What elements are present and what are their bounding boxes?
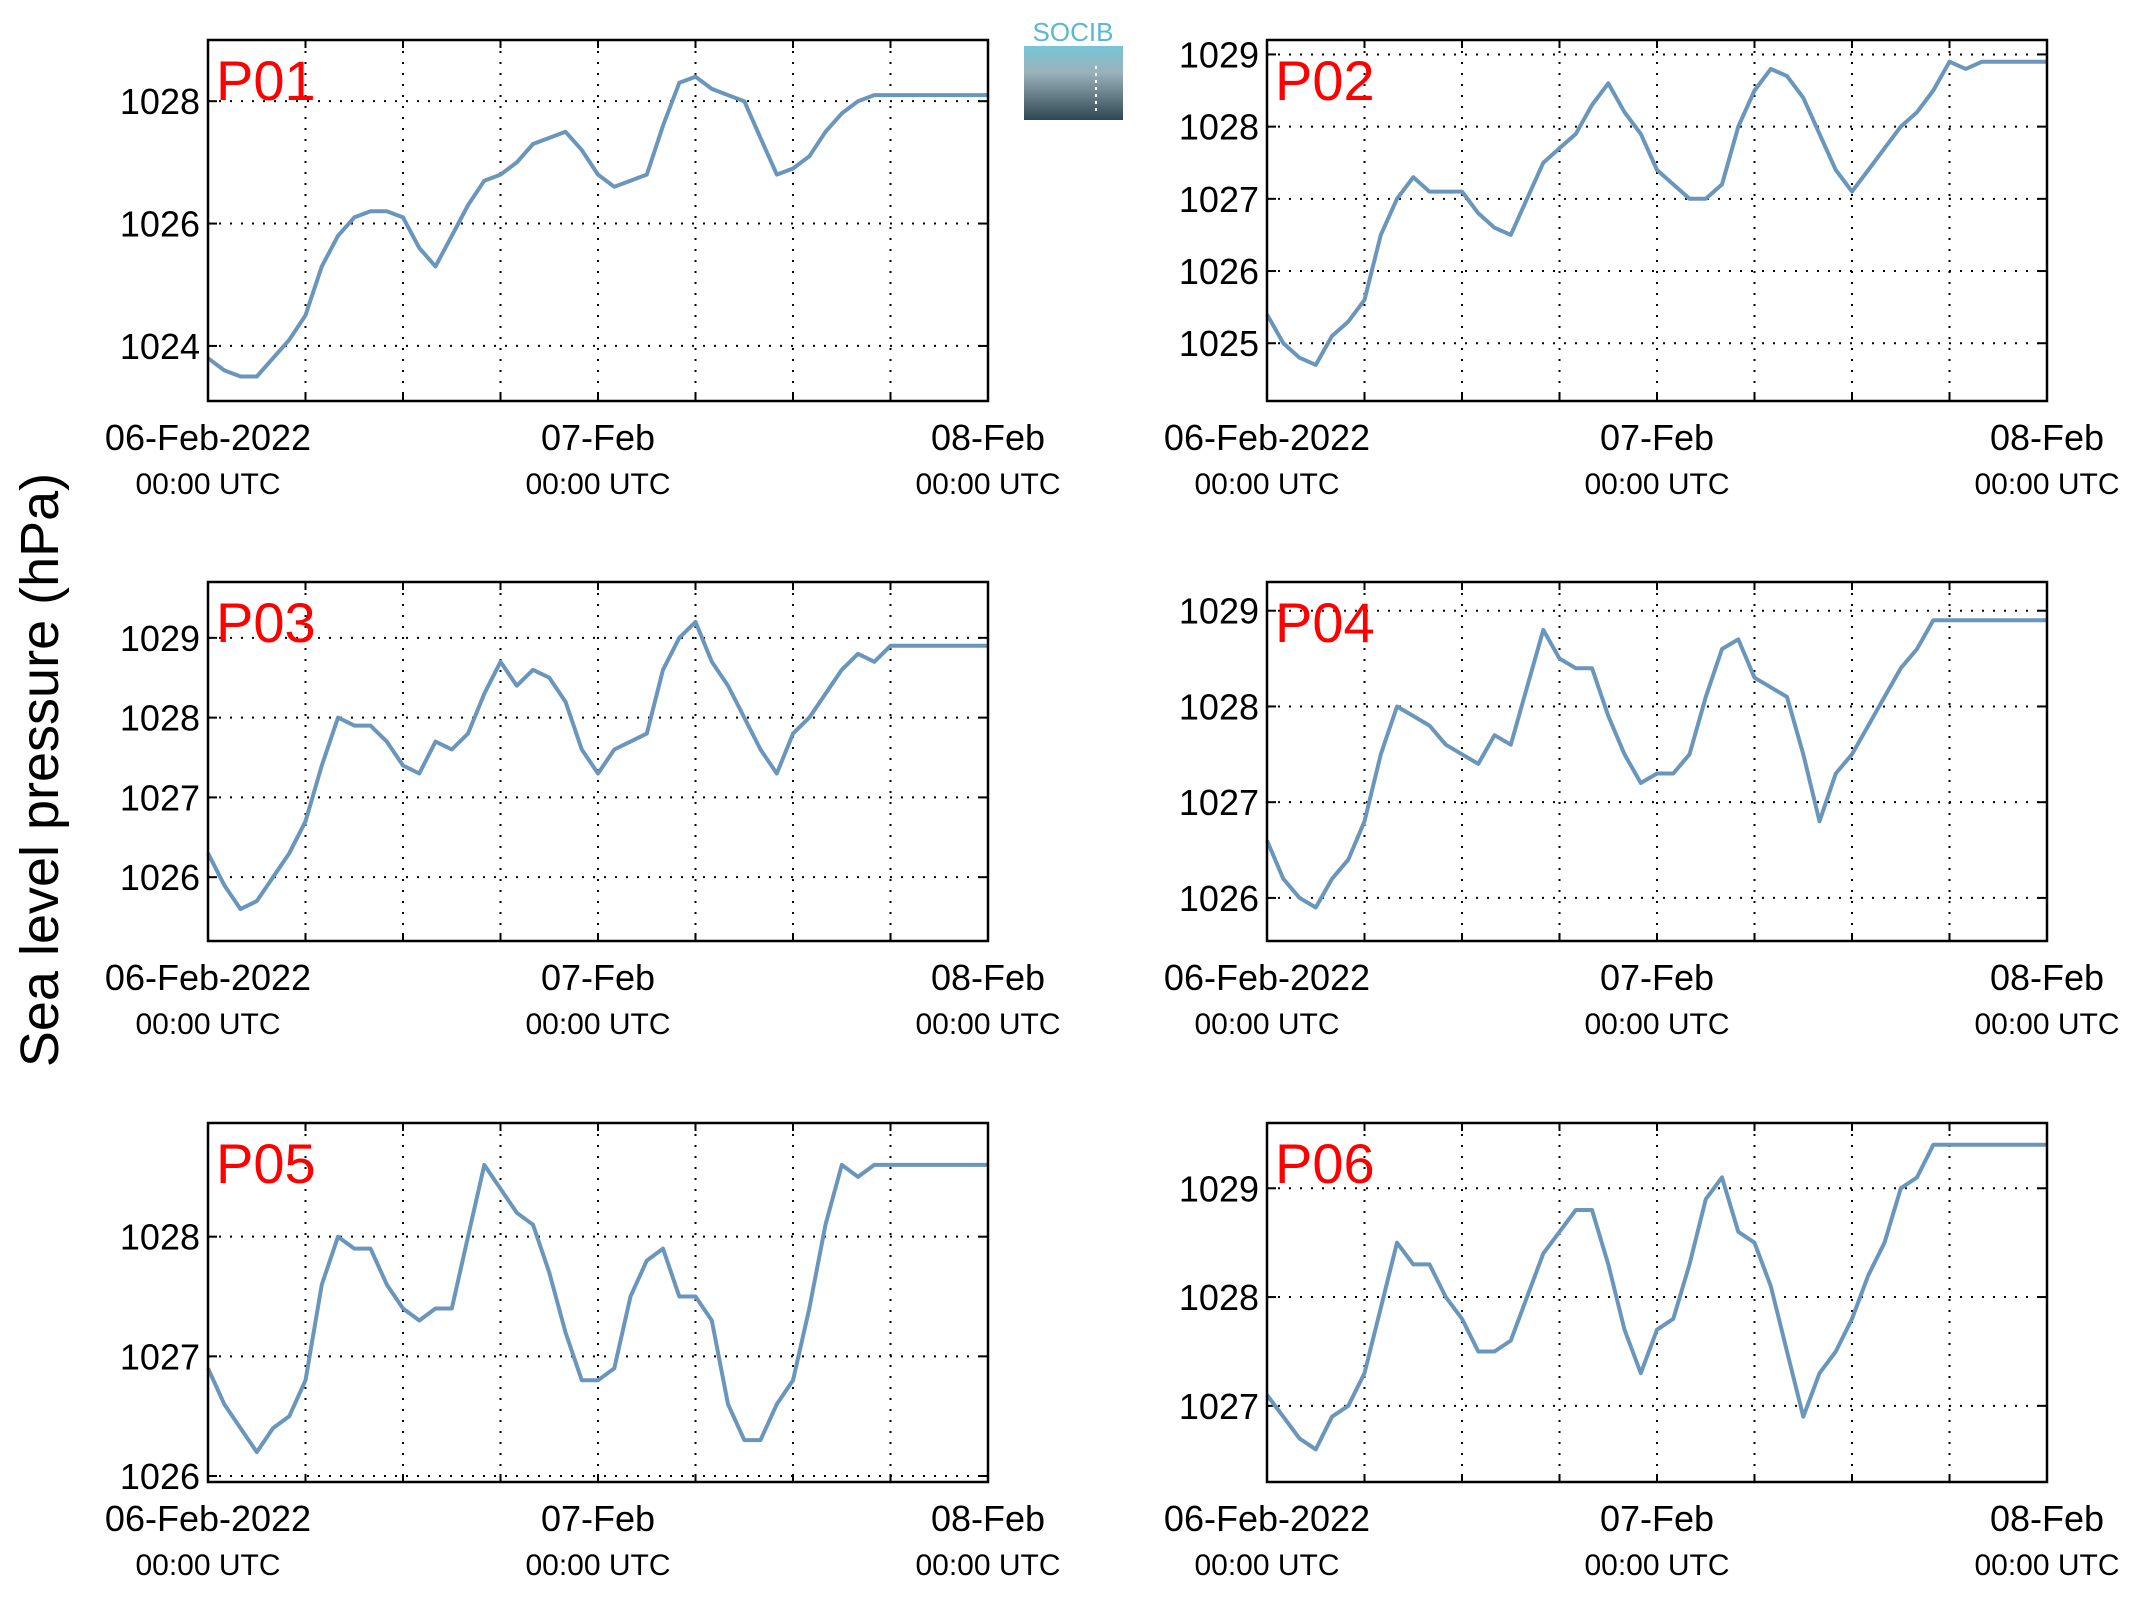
axes-frame [1265,1121,2049,1484]
x-tick-sublabel: 00:00 UTC [135,1008,280,1041]
x-tick-sublabel: 00:00 UTC [1194,468,1339,501]
x-tick-label: 07-Feb [541,417,655,458]
panel-p01: 1024 1026 1028 06-Feb-2022 00:00 UTC 07-Feb 00… [105,38,1061,501]
x-tick-label: 08-Feb [931,957,1045,998]
x-tick-sublabel: 00:00 UTC [915,1008,1060,1041]
x-tick-label: 08-Feb [1990,1498,2104,1539]
panel-tag: P01 [216,49,316,112]
x-tick-label: 06-Feb-2022 [1164,1498,1370,1539]
panel-p02: 1025 1026 1027 1028 1029 06-Feb-2022 00:00 UTC… [1164,34,2120,501]
panel-p06: 1027 1028 1029 06-Feb-2022 00:00 UTC 07-Feb 00… [1164,1121,2120,1582]
x-tick-sublabel: 00:00 UTC [1974,468,2119,501]
x-tick-label: 08-Feb [1990,957,2104,998]
series-line [1265,59,2047,367]
x-tick-sublabel: 00:00 UTC [525,1549,670,1582]
y-tick-label: 1025 [1179,323,1259,364]
x-tick-sublabel: 00:00 UTC [1974,1549,2119,1582]
panel-tag: P06 [1275,1132,1375,1195]
y-tick-label: 1027 [1179,179,1259,220]
y-tick-label: 1028 [120,1217,200,1258]
y-tick-label: 1026 [120,1456,200,1497]
series-line [1265,1142,2047,1452]
y-tick-label: 1027 [120,1336,200,1377]
panel-tag: P02 [1275,49,1375,112]
y-tick-label: 1028 [1179,1277,1259,1318]
panel-p05: 1026 1027 1028 06-Feb-2022 00:00 UTC 07-Feb 00… [105,1121,1061,1582]
x-tick-sublabel: 00:00 UTC [1974,1008,2119,1041]
x-tick-sublabel: 00:00 UTC [525,1008,670,1041]
series-line [206,1162,988,1455]
y-tick-label: 1028 [1179,686,1259,727]
y-axis-label: Sea level pressure (hPa) [10,473,70,1067]
y-tick-label: 1027 [1179,1386,1259,1427]
panel-tag: P03 [216,591,316,654]
y-tick-label: 1024 [120,326,200,367]
x-tick-label: 07-Feb [541,957,655,998]
x-tick-sublabel: 00:00 UTC [1194,1549,1339,1582]
x-tick-label: 08-Feb [931,1498,1045,1539]
axes-frame [1265,580,2049,943]
y-tick-label: 1026 [1179,251,1259,292]
x-tick-sublabel: 00:00 UTC [1584,1549,1729,1582]
panel-tag: P04 [1275,591,1375,654]
axes-frame [206,580,990,943]
x-tick-sublabel: 00:00 UTC [915,468,1060,501]
y-tick-label: 1026 [120,204,200,245]
series-line [1265,618,2047,910]
y-tick-label: 1026 [120,857,200,898]
y-tick-label: 1029 [1179,34,1259,75]
axes-frame [1265,38,2049,403]
x-tick-label: 07-Feb [1600,417,1714,458]
logo-text: SOCIB [1033,17,1114,47]
y-tick-label: 1026 [1179,878,1259,919]
axes-frame [206,1121,990,1484]
panel-p03: 1026 1027 1028 1029 06-Feb-2022 00:00 UTC 07-F… [105,580,1061,1041]
y-tick-label: 1028 [120,698,200,739]
y-tick-label: 1029 [120,618,200,659]
y-tick-label: 1029 [1179,1168,1259,1209]
x-tick-sublabel: 00:00 UTC [135,1549,280,1582]
x-tick-sublabel: 00:00 UTC [1584,1008,1729,1041]
socib-logo: SOCIB [1024,17,1123,120]
series-line [206,74,988,379]
x-tick-label: 08-Feb [931,417,1045,458]
y-tick-label: 1028 [120,81,200,122]
x-tick-label: 07-Feb [541,1498,655,1539]
x-tick-sublabel: 00:00 UTC [1584,468,1729,501]
y-tick-label: 1028 [1179,107,1259,148]
x-tick-label: 06-Feb-2022 [105,1498,311,1539]
y-tick-label: 1029 [1179,591,1259,632]
series-line [206,619,988,912]
x-tick-sublabel: 00:00 UTC [915,1549,1060,1582]
x-tick-sublabel: 00:00 UTC [135,468,280,501]
panel-p04: 1026 1027 1028 1029 06-Feb-2022 00:00 UTC 07-F… [1164,580,2120,1041]
y-tick-label: 1027 [1179,782,1259,823]
x-tick-label: 07-Feb [1600,957,1714,998]
x-tick-sublabel: 00:00 UTC [525,468,670,501]
x-tick-label: 06-Feb-2022 [105,957,311,998]
panels: 1024 1026 1028 06-Feb-2022 00:00 UTC 07-Feb 00… [105,34,2120,1582]
x-tick-label: 06-Feb-2022 [1164,957,1370,998]
x-tick-sublabel: 00:00 UTC [1194,1008,1339,1041]
panel-tag: P05 [216,1132,316,1195]
x-tick-label: 07-Feb [1600,1498,1714,1539]
y-tick-label: 1027 [120,777,200,818]
axes-frame [206,38,990,403]
x-tick-label: 06-Feb-2022 [1164,417,1370,458]
x-tick-label: 08-Feb [1990,417,2104,458]
x-tick-label: 06-Feb-2022 [105,417,311,458]
